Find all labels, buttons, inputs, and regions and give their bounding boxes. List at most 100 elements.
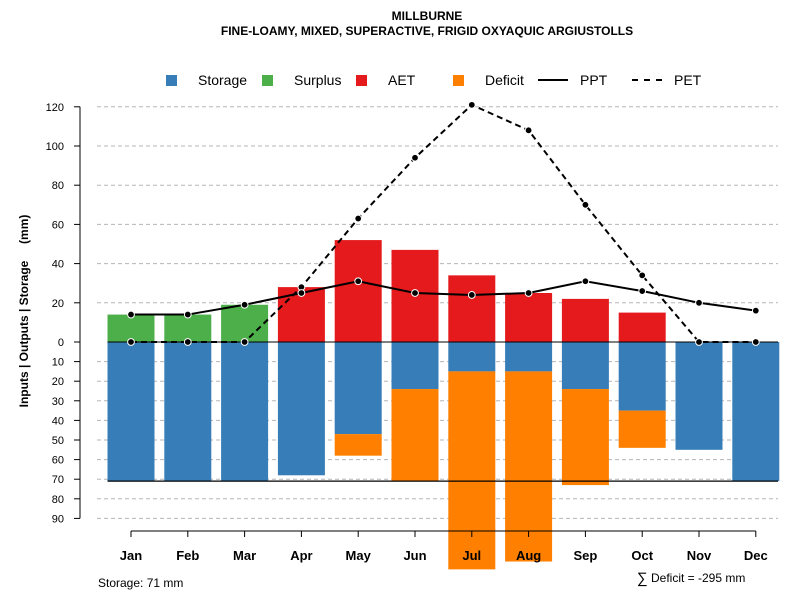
legend-swatch-surplus: [262, 75, 273, 86]
point-pet-sep: [581, 200, 590, 209]
point-ppt-aug: [524, 289, 533, 297]
bar-aet-may: [334, 240, 382, 342]
bar-storage-jun: [391, 342, 439, 390]
y-tick-label: 10: [52, 357, 64, 369]
point-ppt-jun: [411, 289, 419, 297]
x-tick-label-sep: Sep: [573, 548, 597, 563]
bar-deficit-may: [334, 434, 382, 456]
bar-storage-oct: [618, 342, 666, 411]
y-tick-label: 20: [52, 376, 64, 388]
point-ppt-dec: [751, 306, 760, 315]
x-tick-label-nov: Nov: [687, 548, 712, 563]
x-tick-label-feb: Feb: [176, 548, 199, 563]
legend-label-aet: AET: [388, 72, 416, 88]
y-axis-label: Inputs | Outputs | Storage (mm): [17, 215, 31, 408]
bar-storage-aug: [505, 342, 553, 372]
bar-aet-jul: [448, 275, 496, 342]
bar-storage-jul: [448, 342, 496, 372]
bar-deficit-jun: [391, 389, 439, 482]
bar-aet-oct: [618, 312, 666, 342]
chart-title: MILLBURNE: [392, 9, 463, 23]
point-ppt-oct: [638, 287, 647, 295]
y-tick-label: 70: [52, 474, 64, 486]
y-tick-label: 80: [52, 180, 64, 192]
point-ppt-jan: [127, 310, 135, 319]
point-ppt-jul: [467, 291, 476, 299]
axes: 0 20 40 60 80 100 120 10 20 30 40 50 60 70 80 90 Jan Feb M…: [46, 102, 768, 563]
x-tick-label-jan: Jan: [120, 548, 142, 563]
legend-swatch-storage: [166, 75, 177, 86]
legend-label-storage: Storage: [198, 72, 247, 88]
legend-label-ppt: PPT: [580, 72, 608, 88]
legend: Storage Surplus AET Deficit PPT PET: [166, 72, 702, 88]
y-tick-label: 50: [52, 435, 64, 447]
point-ppt-feb: [183, 310, 192, 319]
y-tick-label: 120: [46, 102, 64, 114]
point-pet-jan: [127, 338, 135, 346]
y-tick-label: 90: [52, 513, 64, 525]
x-tick-label-may: May: [346, 548, 372, 563]
bar-storage-nov: [675, 342, 723, 450]
point-pet-mar: [240, 338, 249, 346]
y-tick-label: 40: [52, 415, 64, 427]
deficit-footnote: Deficit = -295 mm: [651, 571, 745, 585]
point-pet-jun: [411, 153, 419, 162]
line-pet: [131, 103, 756, 343]
x-tick-label-oct: Oct: [631, 548, 653, 563]
x-tick-label-jun: Jun: [403, 548, 426, 563]
point-ppt-apr: [297, 289, 306, 297]
point-ppt-sep: [581, 277, 590, 286]
y-tick-label: 80: [52, 494, 64, 506]
x-tick-label-apr: Apr: [290, 548, 312, 563]
bar-deficit-sep: [561, 389, 609, 486]
legend-swatch-aet: [356, 75, 367, 86]
point-pet-feb: [183, 338, 192, 346]
bar-storage-mar: [221, 342, 269, 482]
lines: [127, 100, 760, 346]
bar-storage-jan: [107, 342, 155, 482]
line-ppt: [131, 280, 756, 316]
point-ppt-nov: [695, 298, 703, 307]
point-ppt-may: [354, 277, 363, 286]
legend-label-pet: PET: [674, 72, 702, 88]
x-tick-label-dec: Dec: [744, 548, 768, 563]
y-tick-label: 0: [58, 337, 64, 349]
bar-deficit-oct: [618, 410, 666, 448]
bar-surplus-feb: [164, 314, 212, 342]
x-tick-label-aug: Aug: [516, 548, 541, 563]
point-pet-may: [354, 214, 363, 223]
legend-swatch-deficit: [453, 75, 464, 86]
legend-label-surplus: Surplus: [294, 72, 341, 88]
bar-deficit-jul: [448, 371, 496, 570]
bar-storage-sep: [561, 342, 609, 390]
bar-surplus-mar: [221, 304, 269, 342]
point-pet-oct: [638, 271, 647, 280]
bar-aet-aug: [505, 293, 553, 342]
y-tick-label: 30: [52, 396, 64, 408]
bar-storage-apr: [277, 342, 325, 476]
bar-deficit-aug: [505, 371, 553, 562]
sum-symbol: ∑: [637, 570, 648, 587]
bar-aet-sep: [561, 298, 609, 342]
point-pet-jul: [467, 100, 476, 109]
bar-storage-feb: [164, 342, 212, 482]
point-pet-nov: [695, 338, 703, 346]
y-tick-label: 60: [52, 219, 64, 231]
bars: [107, 240, 780, 570]
bar-storage-may: [334, 342, 382, 435]
bar-storage-dec: [732, 342, 780, 482]
y-tick-label: 20: [52, 298, 64, 310]
bar-surplus-jan: [107, 314, 155, 342]
storage-footnote: Storage: 71 mm: [98, 576, 183, 590]
chart-subtitle: FINE-LOAMY, MIXED, SUPERACTIVE, FRIGID O…: [221, 24, 633, 38]
x-tick-label-jul: Jul: [462, 548, 481, 563]
y-tick-label: 60: [52, 455, 64, 467]
point-pet-dec: [751, 338, 760, 346]
y-tick-label: 100: [46, 141, 64, 153]
legend-label-deficit: Deficit: [485, 72, 524, 88]
x-tick-label-mar: Mar: [233, 548, 256, 563]
point-ppt-mar: [240, 300, 249, 309]
y-tick-label: 40: [52, 259, 64, 271]
point-pet-aug: [524, 126, 533, 135]
